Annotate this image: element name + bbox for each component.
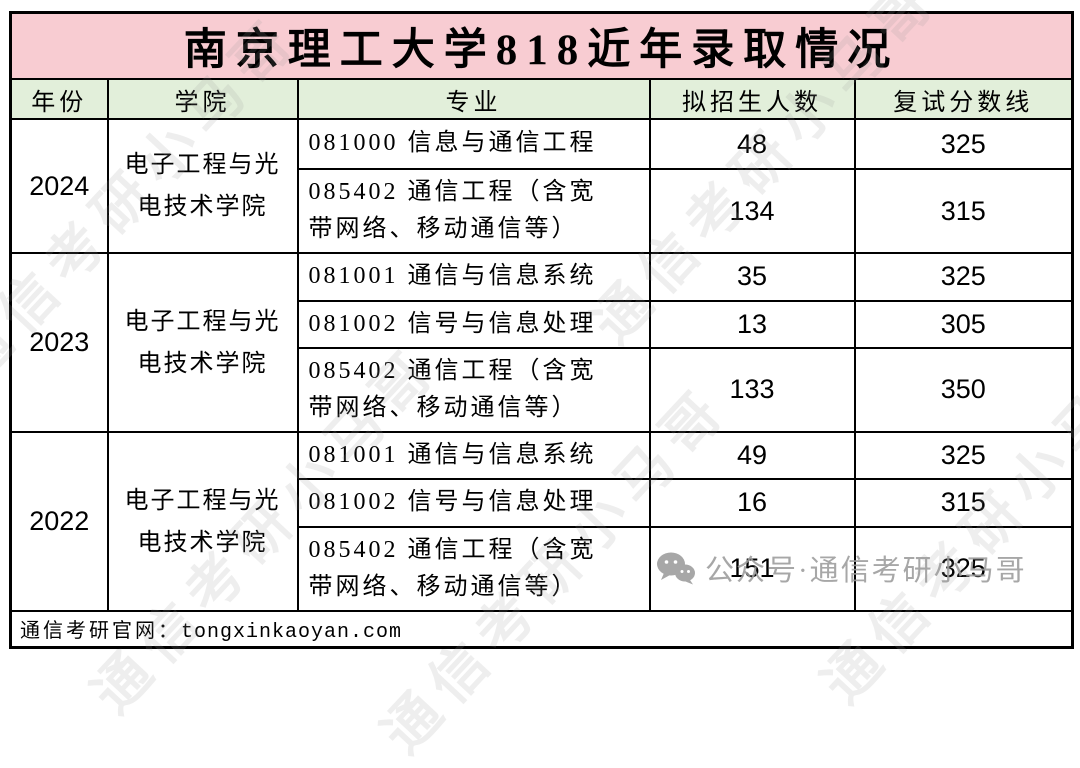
table-row: 081002 信号与信息处理 13 305 bbox=[11, 299, 1074, 349]
footer-site-label: 通信考研官网： bbox=[20, 619, 181, 642]
table-row: 085402 通信工程（含宽 带网络、移动通信等） 151 325 bbox=[11, 525, 1074, 612]
table-row: 085402 通信工程（含宽 带网络、移动通信等） 133 350 bbox=[11, 346, 1074, 434]
table-row: 2023 电子工程与光电技术学院 081001 通信与信息系统 35 325 bbox=[9, 252, 1074, 434]
page-title: 南京理工大学818近年录取情况 bbox=[9, 11, 1074, 80]
major-cell: 081000 信息与通信工程 bbox=[296, 118, 651, 170]
major-cell: 081002 信号与信息处理 bbox=[296, 478, 651, 528]
year-cell-2023: 2023 bbox=[9, 252, 109, 434]
col-header-major: 专业 bbox=[296, 78, 651, 120]
major-cell: 081001 通信与信息系统 bbox=[296, 431, 651, 481]
score-cell: 315 bbox=[853, 167, 1074, 255]
planned-cell: 151 bbox=[648, 525, 856, 612]
col-header-planned: 拟招生人数 bbox=[648, 78, 856, 120]
table-row: 2022 电子工程与光电技术学院 081001 通信与信息系统 49 325 bbox=[9, 431, 1074, 612]
table-row: 081002 信号与信息处理 16 315 bbox=[11, 478, 1074, 528]
major-cell: 085402 通信工程（含宽 带网络、移动通信等） bbox=[296, 346, 651, 434]
col-header-year: 年份 bbox=[9, 78, 109, 120]
score-cell: 315 bbox=[853, 478, 1074, 528]
table-row: 通信考研官网：tongxinkaoyan.com bbox=[9, 609, 1074, 649]
footer-site-url: tongxinkaoyan.com bbox=[181, 620, 403, 644]
score-cell: 350 bbox=[853, 346, 1074, 434]
planned-cell: 48 bbox=[648, 118, 856, 170]
planned-cell: 133 bbox=[648, 346, 856, 434]
score-cell: 325 bbox=[853, 431, 1074, 481]
table-row: 085402 通信工程（含宽 带网络、移动通信等） 134 315 bbox=[11, 167, 1074, 255]
college-cell-2024: 电子工程与光电技术学院 bbox=[106, 117, 299, 255]
year-cell-2024: 2024 bbox=[9, 117, 109, 255]
year-cell-2022: 2022 bbox=[9, 431, 109, 612]
planned-cell: 16 bbox=[648, 478, 856, 528]
col-header-score: 复试分数线 bbox=[853, 78, 1074, 120]
planned-cell: 49 bbox=[648, 431, 856, 481]
table-row: 2024 电子工程与光电技术学院 081000 信息与通信工程 48 325 bbox=[9, 117, 1074, 255]
major-cell: 081001 通信与信息系统 bbox=[296, 252, 651, 302]
major-cell: 085402 通信工程（含宽 带网络、移动通信等） bbox=[296, 167, 651, 255]
score-cell: 325 bbox=[853, 118, 1074, 170]
college-cell-2022: 电子工程与光电技术学院 bbox=[106, 431, 299, 612]
score-cell: 305 bbox=[853, 299, 1074, 349]
score-cell: 325 bbox=[853, 525, 1074, 612]
planned-cell: 35 bbox=[648, 252, 856, 302]
major-cell: 085402 通信工程（含宽 带网络、移动通信等） bbox=[296, 525, 651, 612]
major-cell: 081002 信号与信息处理 bbox=[296, 299, 651, 349]
planned-cell: 13 bbox=[648, 299, 856, 349]
planned-cell: 134 bbox=[648, 167, 856, 255]
score-cell: 325 bbox=[853, 252, 1074, 302]
admissions-table: 南京理工大学818近年录取情况 年份 学院 专业 拟招生人数 复试分数线 202… bbox=[9, 11, 1075, 649]
college-cell-2023: 电子工程与光电技术学院 bbox=[106, 252, 299, 434]
footer-cell: 通信考研官网：tongxinkaoyan.com bbox=[9, 609, 1074, 649]
col-header-college: 学院 bbox=[106, 78, 299, 120]
